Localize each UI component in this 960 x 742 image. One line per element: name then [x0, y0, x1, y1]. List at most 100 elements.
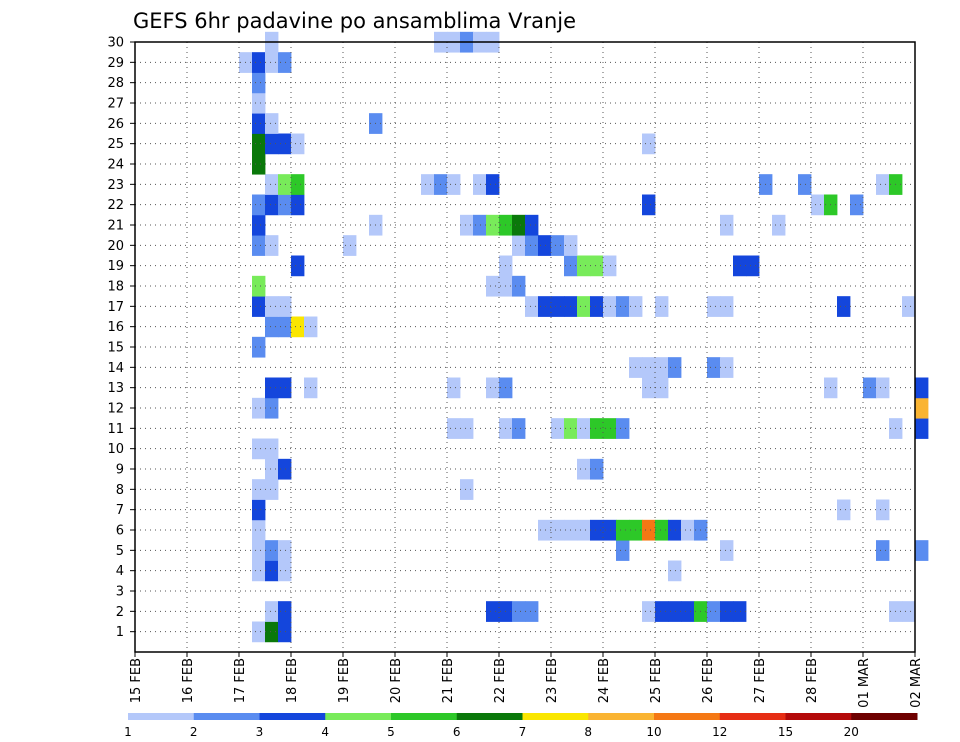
heatmap-cell [291, 195, 304, 216]
heatmap-cell [265, 398, 278, 419]
heatmap-cell [252, 215, 265, 236]
heatmap-cell [642, 134, 655, 155]
heatmap-cell [720, 540, 733, 561]
x-tick-label: 02 MAR [909, 658, 924, 708]
y-tick-label: 27 [107, 97, 124, 112]
x-tick-label: 18 FEB [285, 658, 300, 703]
heatmap-cell [265, 601, 278, 622]
heatmap-cell [850, 195, 863, 216]
heatmap-cell [915, 540, 928, 561]
x-tick-label: 28 FEB [805, 658, 820, 703]
heatmap-cell [616, 540, 629, 561]
heatmap-cell [460, 418, 473, 439]
heatmap-cell [876, 378, 889, 399]
x-tick-label: 26 FEB [701, 658, 716, 703]
x-tick-label: 16 FEB [181, 658, 196, 703]
heatmap-cell [707, 296, 720, 317]
colorbar-label: 15 [778, 725, 793, 739]
heatmap-cell [876, 174, 889, 195]
heatmap-cell [525, 296, 538, 317]
y-tick-label: 4 [116, 564, 124, 579]
colorbar-label: 1 [124, 725, 132, 739]
heatmap-cell [837, 296, 850, 317]
heatmap-cell [837, 500, 850, 521]
heatmap-cell [902, 296, 915, 317]
heatmap-cell [642, 520, 655, 541]
heatmap-cell [707, 357, 720, 378]
heatmap-cell [551, 520, 564, 541]
heatmap-cell [525, 215, 538, 236]
heatmap-cell [772, 215, 785, 236]
heatmap-cell [265, 113, 278, 134]
heatmap-cell [551, 296, 564, 317]
x-tick-label: 19 FEB [337, 658, 352, 703]
y-tick-label: 13 [107, 381, 124, 396]
heatmap-cell [460, 215, 473, 236]
heatmap-cell [252, 520, 265, 541]
y-tick-label: 14 [107, 361, 124, 376]
heatmap-cell [291, 256, 304, 277]
heatmap-cell [252, 439, 265, 460]
x-tick-label: 25 FEB [649, 658, 664, 703]
heatmap-cell [525, 235, 538, 256]
y-tick-label: 25 [107, 137, 124, 152]
colorbar-swatch [654, 713, 720, 720]
heatmap-cell [265, 540, 278, 561]
y-tick-label: 1 [116, 625, 124, 640]
heatmap-cell [486, 174, 499, 195]
heatmap-cell [681, 601, 694, 622]
heatmap-cell [252, 479, 265, 500]
heatmap-cell [902, 601, 915, 622]
heatmap-cell [486, 215, 499, 236]
heatmap-cell [291, 134, 304, 155]
heatmap-cell [590, 520, 603, 541]
heatmap-cell [655, 357, 668, 378]
heatmap-cell [265, 174, 278, 195]
colorbar-label: 7 [519, 725, 527, 739]
chart-title: GEFS 6hr padavine po ansamblima Vranje [133, 9, 576, 33]
heatmap-cell [720, 296, 733, 317]
heatmap-cell [616, 418, 629, 439]
heatmap-cell [512, 215, 525, 236]
heatmap-cell [252, 398, 265, 419]
x-tick-label: 22 FEB [493, 658, 508, 703]
heatmap-cell [512, 418, 525, 439]
heatmap-cell [720, 215, 733, 236]
y-tick-label: 2 [116, 605, 124, 620]
colorbar-swatch [523, 713, 589, 720]
heatmap-cell [915, 378, 928, 399]
colorbar-swatch [260, 713, 326, 720]
y-tick-label: 3 [116, 585, 124, 600]
heatmap-cell [655, 296, 668, 317]
heatmap-cell [590, 418, 603, 439]
y-tick-label: 16 [107, 320, 124, 335]
y-tick-label: 18 [107, 280, 124, 295]
heatmap-cell [707, 601, 720, 622]
colorbar-swatch [391, 713, 457, 720]
y-tick-label: 29 [107, 56, 124, 71]
heatmap-cell [460, 479, 473, 500]
heatmap-cell [642, 195, 655, 216]
heatmap-cell [577, 459, 590, 480]
heatmap-cell [265, 296, 278, 317]
heatmap-cell [252, 235, 265, 256]
colorbar-label: 3 [256, 725, 264, 739]
heatmap-cell [746, 256, 759, 277]
colorbar-swatch [588, 713, 654, 720]
heatmap-cell [915, 418, 928, 439]
heatmap-cell [616, 520, 629, 541]
heatmap-cell [720, 357, 733, 378]
heatmap-cell [590, 459, 603, 480]
colorbar-label: 5 [387, 725, 395, 739]
colorbar-swatch [457, 713, 523, 720]
heatmap-cell [265, 52, 278, 73]
x-axis: 15 FEB 16 FEB 17 FEB 18 FEB 19 FEB 20 FEB 21 F… [129, 652, 924, 708]
colorbar-label: 4 [321, 725, 329, 739]
x-tick-label: 23 FEB [545, 658, 560, 703]
x-tick-label: 01 MAR [857, 658, 872, 708]
colorbar-label: 10 [646, 725, 661, 739]
heatmap-cell [291, 174, 304, 195]
x-tick-label: 24 FEB [597, 658, 612, 703]
heatmap-cell [252, 93, 265, 114]
y-tick-label: 12 [107, 402, 124, 417]
